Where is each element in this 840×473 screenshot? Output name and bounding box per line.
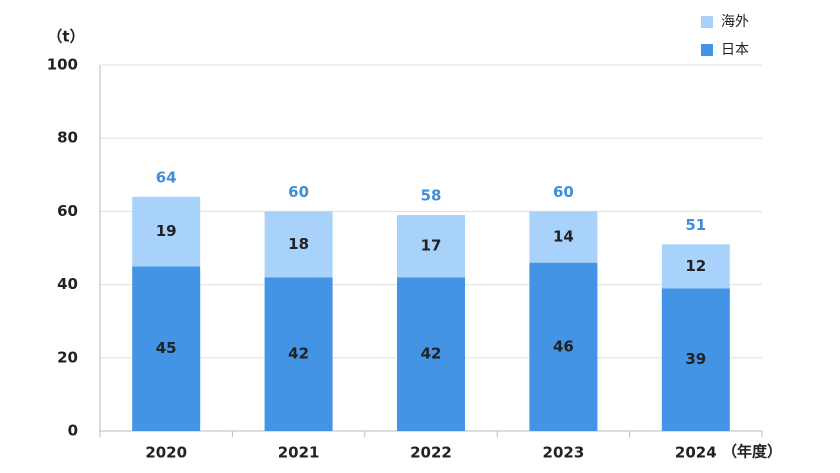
x-tick-label: 2021: [278, 444, 320, 462]
x-unit-label: （年度）: [722, 443, 782, 461]
data-label: 42: [421, 345, 442, 363]
bar-segment: [264, 277, 333, 431]
bar-segment: [529, 211, 598, 263]
data-label: 12: [685, 257, 706, 275]
data-label: 42: [288, 345, 309, 363]
x-tick-label: 2022: [410, 444, 452, 462]
legend-label: 海外: [721, 14, 749, 30]
bar-segment: [397, 277, 465, 431]
bar-segment: [132, 266, 201, 431]
y-tick-label: 60: [57, 202, 78, 220]
bar-segment: [529, 262, 598, 431]
bar-segment: [264, 211, 333, 278]
legend-swatch: [701, 44, 713, 56]
total-label: 60: [288, 183, 309, 201]
bar-segment: [397, 215, 465, 278]
total-label: 64: [156, 168, 177, 186]
data-label: 39: [685, 350, 706, 368]
bar-segment: [132, 196, 201, 267]
x-tick-label: 2020: [145, 444, 187, 462]
legend-label: 日本: [721, 42, 749, 58]
y-tick-label: 20: [57, 348, 78, 366]
data-label: 19: [156, 222, 177, 240]
data-label: 18: [288, 235, 309, 253]
bar-segment: [661, 244, 730, 289]
y-tick-label: 80: [57, 129, 78, 147]
x-tick-label: 2023: [543, 444, 585, 462]
bar-segment: [661, 288, 730, 431]
data-label: 46: [553, 337, 574, 355]
data-label: 45: [156, 339, 177, 357]
data-label: 14: [553, 228, 574, 246]
total-label: 60: [553, 183, 574, 201]
data-label: 17: [421, 237, 442, 255]
y-tick-label: 40: [57, 275, 78, 293]
total-label: 58: [421, 187, 442, 205]
y-tick-label: 100: [47, 56, 78, 74]
total-label: 51: [685, 216, 706, 234]
x-tick-label: 2024: [675, 444, 717, 462]
y-tick-label: 0: [68, 422, 78, 440]
y-unit-label: （t）: [47, 28, 84, 46]
legend-swatch: [701, 16, 713, 28]
